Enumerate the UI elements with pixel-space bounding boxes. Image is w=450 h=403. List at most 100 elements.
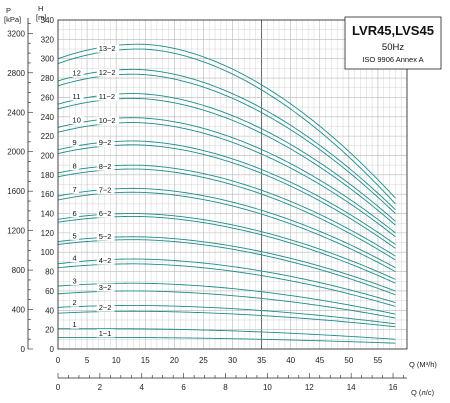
curve-label-bg [96, 116, 120, 125]
curve-label-bg [70, 92, 84, 101]
curve-label-bg [96, 185, 115, 194]
title-block: LVR45,LVS45 50Hz ISO 9906 Annex A [344, 16, 442, 70]
curve-label: 5 [73, 231, 77, 240]
curve-label: 4 [73, 254, 77, 263]
x2-tick-label: 4 [140, 383, 145, 392]
curve-label-bg [96, 232, 115, 241]
curve-label-bg [70, 162, 80, 171]
curve-label: 6 [73, 209, 77, 218]
curve-label: 8−2 [99, 162, 112, 171]
title-box [344, 16, 442, 70]
curve-label-bg [96, 68, 120, 77]
p-tick-label: 2800 [7, 69, 25, 78]
x2-tick-label: 0 [56, 383, 61, 392]
curve-label-bg [70, 320, 80, 329]
y-tick-label: 280 [41, 74, 55, 83]
curve-label-bg [70, 254, 80, 263]
curve-label-bg [70, 138, 80, 147]
p-axis-unit: [kPa] [4, 15, 21, 24]
p-tick-label: 3200 [7, 29, 25, 38]
x2-tick-label: 2 [98, 383, 103, 392]
head-axis-label: H [38, 4, 43, 13]
curve-label: 3 [73, 277, 77, 286]
p-tick-label: 2400 [7, 108, 25, 117]
y-tick-label: 160 [41, 190, 55, 199]
p-tick-label: 800 [12, 266, 26, 275]
x-tick-label: 30 [228, 356, 237, 365]
y-tick-label: 100 [41, 248, 55, 257]
curve-label: 9−2 [99, 138, 112, 147]
x-tick-label: 5 [85, 356, 90, 365]
p-tick-label: 0 [21, 345, 26, 354]
y-tick-label: 180 [41, 171, 55, 180]
p-tick-label: 400 [12, 306, 26, 315]
curve-label: 3−2 [99, 283, 112, 292]
curve-label-bg [70, 298, 80, 307]
y-tick-label: 0 [50, 345, 55, 354]
curve-label: 13−2 [99, 44, 116, 53]
chart-subtitle-frequency: 50Hz [382, 42, 404, 53]
x-tick-label: 45 [315, 356, 324, 365]
x2-tick-label: 8 [223, 383, 228, 392]
curve-1 [58, 328, 396, 340]
y-tick-label: 340 [41, 16, 55, 25]
curve-label-bg [70, 209, 80, 218]
p-tick-label: 2000 [7, 148, 25, 157]
curve-label: 10 [73, 116, 81, 125]
x-tick-label: 20 [170, 356, 179, 365]
curve-label: 2−2 [99, 303, 112, 312]
curve-label: 11 [73, 92, 81, 101]
curve-label-bg [70, 68, 84, 77]
p-axis-label: P [6, 6, 11, 15]
y-tick-label: 320 [41, 35, 55, 44]
x2-axis-label: Q (л/с) [411, 388, 435, 397]
x-tick-label: 25 [199, 356, 208, 365]
y-tick-label: 200 [41, 151, 55, 160]
curve-label: 6−2 [99, 209, 112, 218]
x-tick-label: 0 [56, 356, 61, 365]
curve-label: 2 [73, 298, 77, 307]
y-tick-label: 20 [45, 326, 54, 335]
x2-tick-label: 16 [389, 383, 398, 392]
curve-label-bg [70, 277, 80, 286]
curve-label-bg [96, 329, 115, 338]
curve-label-bg [96, 162, 115, 171]
curve-label: 7−2 [99, 185, 112, 194]
x2-tick-label: 10 [263, 383, 272, 392]
curve-label: 1−1 [99, 329, 112, 338]
curve-label-bg [96, 283, 115, 292]
x-tick-label: 35 [257, 356, 266, 365]
x-tick-label: 40 [286, 356, 295, 365]
curve-label-bg [96, 256, 115, 265]
head-axis-unit: [m] [36, 13, 46, 22]
curve-label: 7 [73, 185, 77, 194]
curve-label-bg [96, 92, 120, 101]
curve-label: 8 [73, 162, 77, 171]
x-tick-label: 15 [141, 356, 150, 365]
y-tick-label: 300 [41, 55, 55, 64]
axes: 0204060801001201401601802002202402602803… [7, 16, 408, 392]
curve-label: 1 [73, 320, 77, 329]
y-tick-label: 240 [41, 113, 55, 122]
x2-tick-label: 14 [347, 383, 356, 392]
curve-label-bg [96, 138, 115, 147]
curve-1-1 [58, 336, 396, 344]
curve-labels: 13−212 12−211 11−210 10−29 9−28 8−27 7−26 6−25 5… [70, 44, 120, 338]
y-tick-label: 140 [41, 210, 55, 219]
curve-3 [57, 282, 396, 315]
curve-label: 11−2 [99, 92, 115, 101]
y-tick-label: 80 [45, 268, 54, 277]
x-tick-label: 50 [344, 356, 353, 365]
curve-label: 5−2 [99, 232, 112, 241]
curve-label-bg [96, 303, 115, 312]
curve-label: 12 [73, 68, 81, 77]
curve-label-bg [96, 209, 115, 218]
curve-label-bg [96, 44, 120, 53]
p-tick-label: 1600 [7, 187, 25, 196]
y-tick-label: 120 [41, 229, 55, 238]
y-tick-label: 40 [45, 306, 54, 315]
curve-label-bg [70, 185, 80, 194]
p-tick-label: 1200 [7, 227, 25, 236]
y-tick-label: 220 [41, 132, 55, 141]
